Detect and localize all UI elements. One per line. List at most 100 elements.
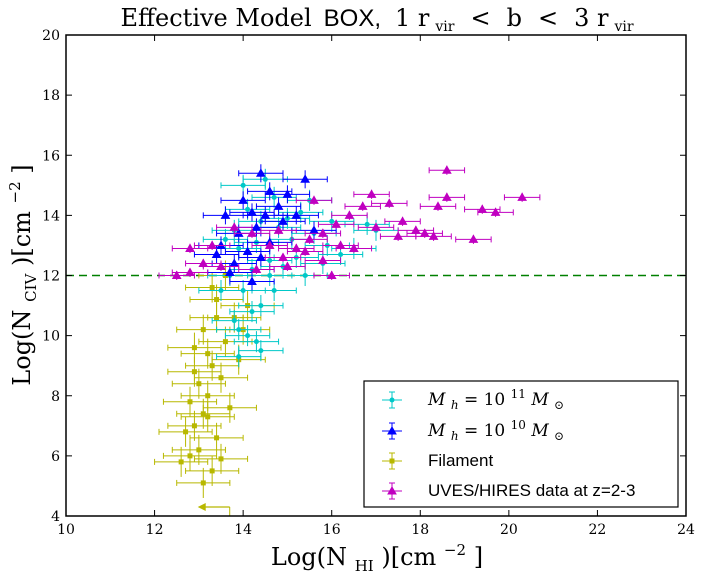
data-point bbox=[231, 318, 237, 324]
legend-mh11-sup: 11 bbox=[511, 387, 526, 401]
data-point bbox=[191, 423, 197, 429]
data-point bbox=[255, 168, 266, 177]
x-tick-label: 10 bbox=[57, 522, 75, 538]
data-point bbox=[249, 309, 255, 315]
legend-mh10-eq: = 10 bbox=[464, 421, 505, 441]
data-point bbox=[282, 189, 293, 198]
x-axis-title-sub: HI bbox=[355, 557, 374, 575]
legend-mh11-post: M bbox=[530, 390, 549, 410]
legend: M h = 10 11 M ⊙ M h = 10 10 M ⊙ Filament… bbox=[363, 380, 679, 508]
title-range-r1: 1 r bbox=[395, 4, 430, 32]
legend-mh10-sub: h bbox=[451, 429, 459, 443]
data-point bbox=[284, 215, 290, 221]
data-point bbox=[214, 315, 220, 321]
data-point bbox=[326, 270, 337, 279]
data-point bbox=[317, 228, 328, 237]
title-b: b bbox=[507, 4, 522, 32]
data-point bbox=[205, 393, 211, 399]
data-point bbox=[242, 246, 253, 255]
data-point bbox=[371, 222, 381, 231]
legend-mh11-pre: M bbox=[427, 390, 446, 410]
series-3 bbox=[158, 165, 541, 281]
data-point bbox=[397, 216, 408, 225]
data-point bbox=[300, 174, 311, 183]
data-point bbox=[200, 480, 206, 486]
data-point bbox=[220, 210, 231, 219]
data-point bbox=[517, 192, 528, 201]
legend-mh10-post: M bbox=[530, 421, 549, 441]
data-point bbox=[267, 273, 273, 278]
y-tick-label: 6 bbox=[51, 449, 60, 465]
y-tick-label: 14 bbox=[42, 208, 60, 224]
y-axis-title-close: ] bbox=[8, 164, 36, 173]
data-point bbox=[255, 252, 266, 261]
data-point bbox=[291, 210, 302, 219]
legend-marker bbox=[387, 425, 397, 435]
legend-mh10-sup: 10 bbox=[511, 418, 526, 432]
legend-label-mh11: M h = 10 11 M ⊙ bbox=[427, 383, 564, 414]
y-axis-title-main: Log(N bbox=[8, 310, 36, 386]
data-point bbox=[273, 201, 284, 210]
data-point bbox=[302, 273, 308, 278]
data-point bbox=[251, 264, 262, 273]
data-point bbox=[273, 225, 284, 234]
x-tick-label: 14 bbox=[234, 522, 252, 538]
data-point bbox=[211, 249, 222, 258]
title-vir-1: vir bbox=[434, 19, 454, 35]
y-tick-label: 8 bbox=[51, 389, 60, 405]
data-point bbox=[209, 363, 215, 369]
data-point bbox=[187, 453, 193, 459]
x-tick-label: 16 bbox=[323, 522, 341, 538]
data-point bbox=[245, 333, 251, 339]
legend-label-filament: Filament bbox=[428, 451, 493, 470]
data-point bbox=[178, 459, 184, 465]
data-point bbox=[304, 234, 315, 243]
data-point bbox=[251, 222, 262, 231]
legend-mh10-pre: M bbox=[427, 421, 446, 441]
y-axis-title-unit: )[cm bbox=[8, 211, 36, 266]
data-point bbox=[393, 231, 404, 240]
series-layer bbox=[154, 164, 541, 516]
data-point bbox=[183, 429, 189, 435]
data-point bbox=[278, 216, 288, 225]
y-tick-label: 12 bbox=[42, 269, 60, 285]
title-range-r2: 3 r bbox=[574, 4, 609, 32]
data-point bbox=[338, 251, 344, 257]
x-tick-label: 22 bbox=[589, 522, 607, 538]
legend-mh11-sub: h bbox=[451, 398, 459, 412]
x-axis-title-sup: −2 bbox=[444, 541, 466, 559]
x-axis-title-close: ] bbox=[474, 543, 483, 571]
data-point bbox=[258, 348, 264, 354]
legend-marker bbox=[389, 397, 395, 403]
legend-mh10-sun: ⊙ bbox=[554, 429, 564, 443]
data-point bbox=[207, 240, 218, 249]
data-point bbox=[209, 468, 215, 474]
data-point bbox=[267, 257, 273, 263]
data-point bbox=[366, 189, 377, 198]
x-axis-title-main: Log(N bbox=[271, 543, 347, 571]
data-point bbox=[218, 456, 224, 462]
title-vir-2: vir bbox=[613, 19, 633, 35]
data-point bbox=[298, 209, 304, 215]
title-lt-2: < bbox=[538, 4, 558, 32]
data-point bbox=[262, 176, 268, 182]
x-tick-label: 18 bbox=[411, 522, 429, 538]
data-point bbox=[200, 411, 206, 417]
y-tick-label: 10 bbox=[42, 329, 60, 345]
data-point bbox=[185, 243, 195, 252]
data-point bbox=[468, 234, 479, 243]
data-point bbox=[441, 192, 452, 201]
y-axis-title-sup: −2 bbox=[6, 181, 24, 203]
data-point bbox=[222, 236, 228, 242]
legend-markers bbox=[382, 391, 402, 500]
data-point bbox=[224, 267, 235, 276]
data-point bbox=[227, 405, 233, 411]
y-tick-label: 20 bbox=[42, 28, 60, 44]
title-box: BOX, bbox=[324, 5, 381, 32]
x-axis-title-unit: )[cm bbox=[381, 543, 436, 571]
data-point bbox=[271, 194, 277, 200]
data-point bbox=[229, 222, 240, 231]
limit-arrow bbox=[197, 502, 206, 511]
legend-mh11-sun: ⊙ bbox=[554, 398, 564, 412]
